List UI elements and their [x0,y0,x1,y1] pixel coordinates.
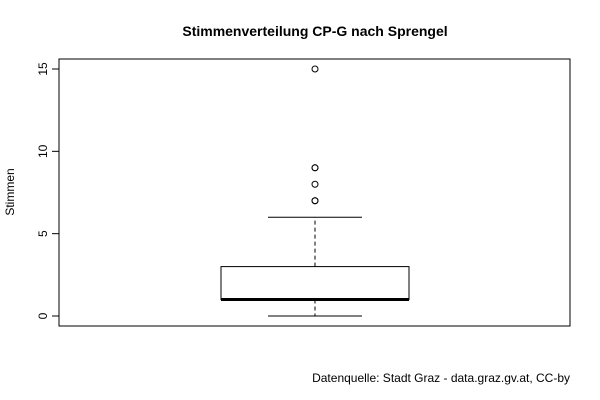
interquartile-box [220,266,410,301]
y-axis-label: Stimmen [3,168,17,215]
chart-title: Stimmenverteilung CP-G nach Sprengel [182,23,447,39]
y-tick-label: 15 [36,62,50,76]
outlier-point [311,65,319,73]
plot-frame [58,58,571,327]
y-tick-label: 5 [36,230,50,237]
data-source: Datenquelle: Stadt Graz - data.graz.gv.a… [312,371,570,385]
outlier-group [311,65,319,205]
y-tick-label: 0 [36,312,50,319]
y-tick-label: 10 [36,144,50,158]
box-group [220,216,410,317]
outlier-point [311,180,319,188]
y-axis: 0 5 10 15 [36,62,60,319]
outlier-point [311,164,319,172]
outlier-point [311,197,319,205]
